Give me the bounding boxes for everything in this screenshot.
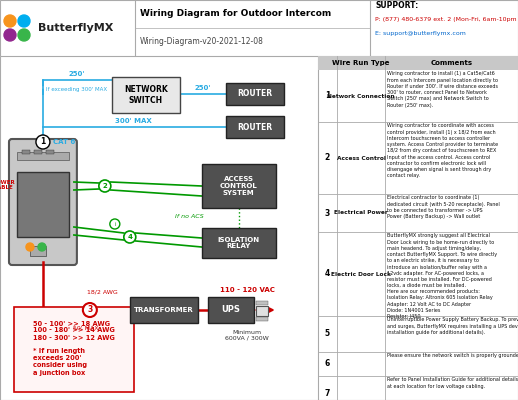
Bar: [255, 301, 268, 305]
Text: 5: 5: [325, 330, 330, 338]
Text: 4: 4: [127, 234, 132, 240]
Bar: [46, 150, 54, 154]
Bar: [255, 317, 268, 321]
Bar: [318, 56, 518, 70]
Text: CAT 6: CAT 6: [53, 139, 75, 145]
Text: POWER
CABLE: POWER CABLE: [0, 180, 16, 190]
Circle shape: [83, 303, 97, 317]
Circle shape: [18, 29, 30, 41]
Circle shape: [110, 219, 120, 229]
Text: 6: 6: [325, 360, 330, 368]
Text: 250': 250': [195, 85, 211, 91]
Text: 300' MAX: 300' MAX: [116, 118, 152, 124]
Text: i: i: [114, 222, 116, 226]
Text: Comments: Comments: [430, 60, 472, 66]
Text: 1: 1: [325, 92, 330, 100]
Bar: [130, 297, 198, 323]
Text: E: support@butterflymx.com: E: support@butterflymx.com: [375, 32, 466, 36]
Text: NETWORK
SWITCH: NETWORK SWITCH: [124, 85, 168, 105]
Text: SUPPORT:: SUPPORT:: [375, 2, 418, 10]
Text: 250': 250': [69, 71, 85, 77]
Text: 7: 7: [325, 388, 330, 398]
Text: 4: 4: [325, 270, 330, 278]
Text: ButterflyMX: ButterflyMX: [38, 23, 113, 33]
Bar: [202, 228, 276, 258]
Bar: [226, 116, 283, 138]
Text: 2: 2: [325, 154, 330, 162]
Text: TRANSFORMER: TRANSFORMER: [134, 307, 194, 313]
Text: P: (877) 480-6379 ext. 2 (Mon-Fri, 6am-10pm EST): P: (877) 480-6379 ext. 2 (Mon-Fri, 6am-1…: [375, 18, 518, 22]
Bar: [14, 307, 134, 392]
Text: Wiring Diagram for Outdoor Intercom: Wiring Diagram for Outdoor Intercom: [140, 10, 331, 18]
Bar: [22, 150, 30, 154]
Bar: [208, 297, 254, 323]
Circle shape: [124, 231, 136, 243]
Circle shape: [26, 243, 34, 251]
Bar: [255, 306, 268, 316]
Text: Wiring contractor to coordinate with access
control provider, install (1) x 18/2: Wiring contractor to coordinate with acc…: [387, 124, 498, 178]
Text: 50' MAX: 50' MAX: [73, 326, 98, 330]
Text: Electrical Power: Electrical Power: [334, 210, 388, 216]
Bar: [17, 152, 69, 160]
Text: Wiring-Diagram-v20-2021-12-08: Wiring-Diagram-v20-2021-12-08: [140, 38, 264, 46]
Text: Uninterruptible Power Supply Battery Backup. To prevent voltage drops
and surges: Uninterruptible Power Supply Battery Bac…: [387, 318, 518, 335]
Text: Please ensure the network switch is properly grounded.: Please ensure the network switch is prop…: [387, 354, 518, 358]
Circle shape: [4, 29, 16, 41]
Bar: [17, 172, 69, 237]
Text: 3: 3: [87, 306, 93, 314]
Text: ACCESS
CONTROL
SYSTEM: ACCESS CONTROL SYSTEM: [220, 176, 257, 196]
Bar: [34, 150, 42, 154]
Bar: [226, 83, 283, 105]
Circle shape: [99, 180, 111, 192]
Circle shape: [38, 243, 46, 251]
FancyBboxPatch shape: [9, 139, 77, 265]
Text: ROUTER: ROUTER: [237, 122, 272, 132]
Bar: [30, 246, 46, 256]
Bar: [112, 77, 180, 113]
Circle shape: [4, 15, 16, 27]
Text: ROUTER: ROUTER: [237, 90, 272, 98]
Circle shape: [18, 15, 30, 27]
Text: 3: 3: [325, 208, 330, 218]
Text: If no ACS: If no ACS: [176, 214, 204, 220]
Text: 18/2 AWG: 18/2 AWG: [87, 290, 118, 294]
Text: ButterflyMX strongly suggest all Electrical
Door Lock wiring to be home-run dire: ButterflyMX strongly suggest all Electri…: [387, 234, 497, 319]
Text: 50 - 100' >> 18 AWG
100 - 180' >> 14 AWG
180 - 300' >> 12 AWG

* If run length
e: 50 - 100' >> 18 AWG 100 - 180' >> 14 AWG…: [33, 320, 115, 376]
Text: Minimum
600VA / 300W: Minimum 600VA / 300W: [225, 330, 268, 340]
Text: 110 - 120 VAC: 110 - 120 VAC: [220, 287, 275, 293]
Text: If exceeding 300' MAX: If exceeding 300' MAX: [46, 88, 107, 92]
Bar: [202, 164, 276, 208]
Text: Electric Door Lock: Electric Door Lock: [331, 272, 391, 276]
Text: Refer to Panel Installation Guide for additional details. Leave 6' service loop
: Refer to Panel Installation Guide for ad…: [387, 378, 518, 389]
Text: Electrical contractor to coordinate (1)
dedicated circuit (with 5-20 receptacle): Electrical contractor to coordinate (1) …: [387, 196, 500, 219]
Text: 2: 2: [103, 183, 107, 189]
Text: Access Control: Access Control: [337, 156, 386, 160]
Text: Network Connection: Network Connection: [327, 94, 395, 98]
Text: UPS: UPS: [221, 306, 240, 314]
Circle shape: [36, 135, 50, 149]
Text: ISOLATION
RELAY: ISOLATION RELAY: [218, 236, 260, 250]
Text: Wire Run Type: Wire Run Type: [333, 60, 390, 66]
Text: Wiring contractor to install (1) a Cat5e/Cat6
from each Intercom panel location : Wiring contractor to install (1) a Cat5e…: [387, 72, 498, 108]
Text: 1: 1: [40, 138, 46, 146]
